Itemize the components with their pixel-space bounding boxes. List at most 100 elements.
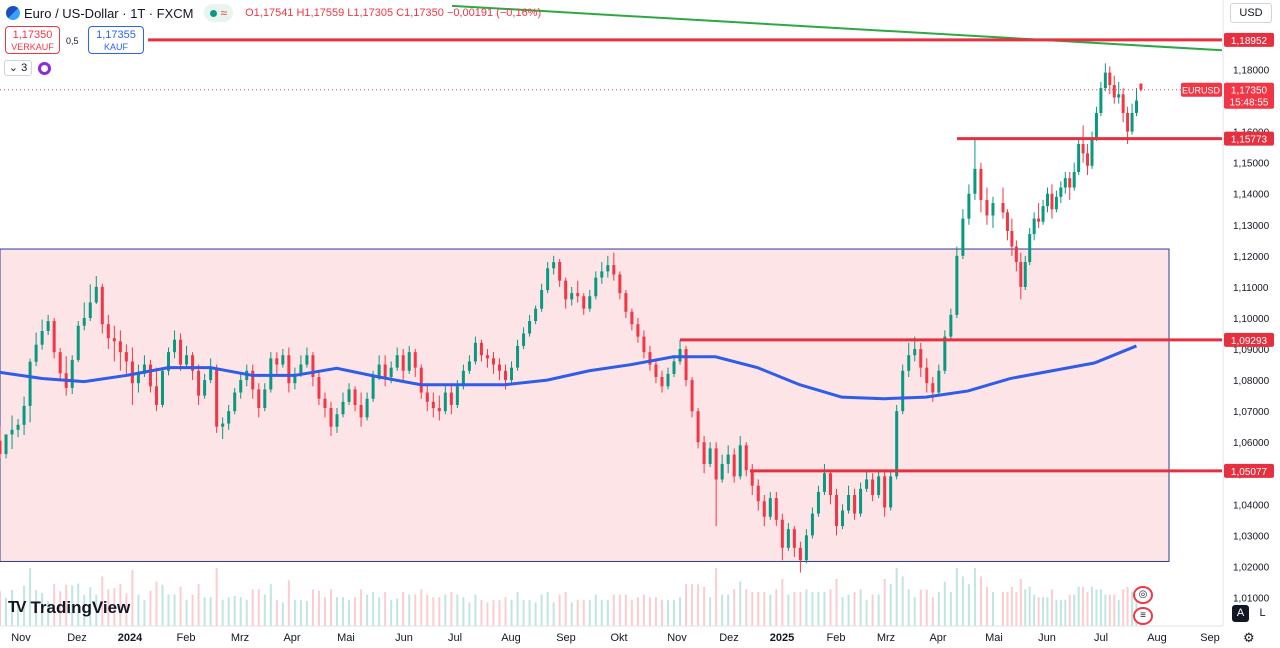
y-tick-label-17: 1,01000 [1233,594,1270,605]
candle-body-111 [666,373,670,387]
volume-bar-134 [805,589,808,626]
candle-body-170 [1019,262,1023,287]
volume-bar-30 [179,586,182,626]
volume-bar-166 [1002,592,1004,626]
x-tick-label-5: Apr [283,632,300,644]
volume-bar-46 [275,599,278,626]
volume-bar-20 [119,584,122,626]
volume-bar-51 [305,601,308,626]
volume-bar-17 [101,576,104,626]
sell-button[interactable]: 1,17350 VERKAUF [5,26,60,54]
volume-bar-4 [23,585,26,626]
volume-bar-180 [1064,599,1067,626]
volume-bar-139 [835,579,838,626]
candle-body-186 [1090,137,1094,166]
market-status-pill[interactable]: ≈ [203,4,234,22]
candle-body-38 [227,411,231,424]
y-tick-label-15: 1,03000 [1233,531,1270,542]
volume-bar-125 [751,592,754,626]
volume-bar-54 [323,597,326,626]
candle-body-70 [419,367,423,393]
volume-bar-90 [540,594,543,626]
candle-body-36 [215,367,219,427]
dividend-event-icon[interactable]: ◎ [1133,586,1153,604]
y-tick-label-4: 1,14000 [1233,190,1270,201]
candle-body-191 [1112,85,1116,98]
currency-button[interactable]: USD [1230,3,1272,23]
candle-body-116 [696,411,700,443]
buy-button[interactable]: 1,17355 KAUF [88,26,144,54]
candle-body-134 [804,535,808,561]
candle-body-52 [311,355,315,377]
volume-bar-128 [769,594,772,626]
candle-body-143 [859,488,863,514]
indicator-ring-icon[interactable] [38,61,51,75]
candle-body-40 [239,380,243,393]
candle-body-104 [624,293,628,312]
volume-bar-40 [239,597,242,626]
candle-body-192 [1117,94,1121,98]
candle-body-176 [1046,193,1049,207]
symbol-title[interactable]: Euro / US-Dollar · 1T · FXCM [24,5,194,21]
candle-body-17 [100,286,104,325]
gear-icon[interactable]: ⚙ [1243,630,1255,645]
candle-body-148 [889,476,893,508]
volume-bar-115 [691,584,694,626]
volume-bar-14 [83,594,86,626]
us-flag-icon[interactable]: ≡ [1133,607,1153,625]
countdown-label: 15:48:55 [1230,98,1269,109]
y-tick-label-7: 1,11000 [1233,283,1269,294]
candle-body-190 [1108,72,1112,86]
candle-body-169 [1014,246,1018,263]
candle-body-131 [786,529,790,548]
candle-body-153 [919,349,923,368]
candle-body-35 [209,367,213,381]
volume-bar-65 [390,599,393,626]
candle-body-27 [160,370,164,405]
candle-body-42 [251,370,255,390]
auto-scale-button[interactable]: A [1232,605,1249,622]
volume-bar-127 [763,592,766,626]
volume-bar-47 [281,602,284,626]
volume-bar-144 [865,599,868,626]
volume-bar-150 [901,576,904,626]
x-tick-label-17: Apr [929,632,946,644]
candle-body-44 [263,389,267,409]
log-scale-button[interactable]: L [1259,607,1266,619]
candle-body-162 [973,168,977,194]
volume-bar-67 [402,592,405,626]
euro-dollar-symbol-icon[interactable] [6,6,20,20]
volume-bar-194 [1126,586,1129,626]
x-axis[interactable]: Nov Dez 2024 Feb Mrz Apr Mai Jun Jul Aug Sep Okt Nov… [0,625,1223,644]
x-tick-label-19: Jun [1038,632,1056,644]
candle-body-90 [540,290,544,309]
candle-body-106 [636,324,640,337]
candle-body-122 [732,454,736,477]
volume-bar-175 [1042,597,1045,626]
volume-bar-50 [299,599,302,626]
volume-bar-136 [817,592,820,626]
x-tick-label-15: Feb [827,632,846,644]
candle-body-64 [383,364,387,377]
volume-bar-70 [420,589,423,626]
volume-bar-11 [65,584,68,626]
candle-body-194 [1126,112,1130,132]
tradingview-logo[interactable]: TV TradingView [8,598,130,618]
volume-bar-2 [11,589,14,626]
candle-body-16 [94,286,98,303]
candle-body-80 [479,342,483,356]
candle-body-56 [335,414,339,427]
volume-bar-192 [1117,599,1120,626]
indicator-toggle-button[interactable]: ⌄ 3 [4,60,32,76]
candle-body-31 [185,355,189,365]
volume-bar-49 [293,599,296,626]
candle-body-137 [822,473,826,492]
volume-bar-41 [245,599,248,626]
volume-bar-98 [588,599,591,626]
volume-bar-167 [1006,592,1009,626]
candle-body-189 [1103,72,1107,89]
spread-value: 0,5 [66,36,79,46]
x-tick-label-12: Nov [667,632,687,644]
candle-body-89 [534,308,538,322]
